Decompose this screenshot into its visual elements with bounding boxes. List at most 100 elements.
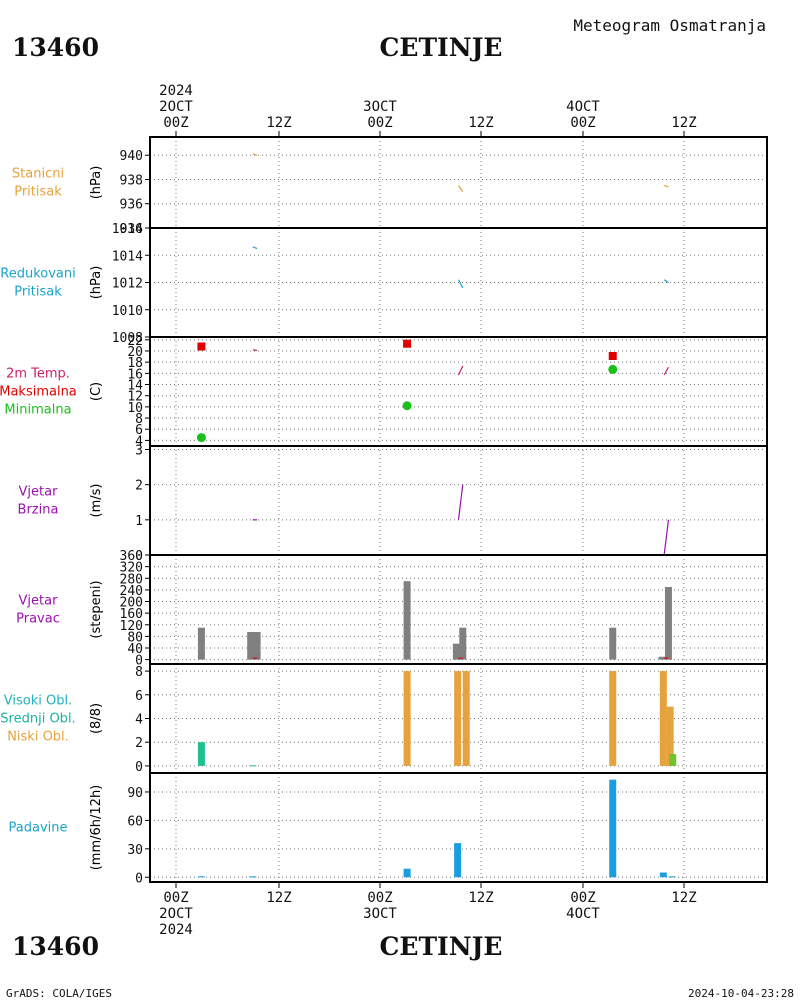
panel-label: Pravac — [16, 612, 60, 627]
time-tick-label-bottom: 00Z — [163, 890, 188, 906]
data-bar — [462, 671, 470, 766]
panel-label: Visoki Obl. — [4, 694, 72, 709]
panel-label: Niski Obl. — [7, 730, 69, 745]
time-tick-label-top: 00Z — [570, 115, 595, 131]
series-line — [664, 184, 669, 188]
y-tick-label: 280 — [120, 572, 143, 587]
y-tick-label: 0 — [135, 654, 143, 669]
y-tick-label: 1 — [135, 514, 143, 529]
max-temp-marker — [197, 342, 206, 351]
panel-label: Vjetar — [19, 594, 59, 609]
data-bar — [454, 843, 462, 878]
data-bar — [609, 671, 617, 766]
y-tick-label: 1010 — [112, 304, 143, 319]
series-line — [457, 279, 464, 289]
data-bar — [197, 742, 205, 766]
time-tick-label-bottom: 4OCT — [566, 906, 600, 922]
data-bar — [197, 876, 205, 878]
time-tick-label-bottom: 2024 — [159, 922, 193, 938]
time-tick-label-top: 00Z — [367, 115, 392, 131]
panel-label: Stanicni — [12, 167, 64, 182]
data-bar — [403, 868, 411, 878]
y-tick-label: 6 — [135, 423, 143, 438]
footer-timestamp: 2024-10-04-23:28 — [688, 987, 794, 1000]
y-tick-label: 2 — [135, 479, 143, 494]
station-id-bottom: 13460 — [12, 932, 99, 961]
y-tick-label: 1014 — [112, 249, 143, 264]
y-tick-label: 938 — [120, 173, 143, 188]
y-tick-label: 30 — [127, 843, 143, 858]
min-temp-marker — [196, 433, 206, 443]
y-tick-label: 6 — [135, 689, 143, 704]
y-tick-label: 8 — [135, 412, 143, 427]
panel-label: 2m Temp. — [6, 367, 70, 382]
panel-label: Brzina — [18, 503, 59, 518]
chart-subtitle: Meteogram Osmatranja — [573, 16, 766, 35]
data-bar — [459, 627, 467, 660]
y-tick-label: 18 — [127, 356, 143, 371]
series-line — [252, 349, 258, 352]
panel-label: Padavine — [9, 821, 68, 836]
series-line — [663, 279, 669, 284]
data-bar — [669, 754, 677, 766]
time-tick-label-bottom: 00Z — [570, 890, 595, 906]
footer-credit: GrADS: COLA/IGES — [6, 987, 112, 1000]
y-tick-label: 360 — [120, 549, 143, 564]
panel-label: Minimalna — [4, 403, 71, 418]
data-bar — [668, 876, 676, 878]
y-tick-label: 160 — [120, 607, 143, 622]
y-axis-label: (hPa) — [89, 266, 104, 300]
series-line — [457, 484, 464, 520]
time-tick-label-top: 4OCT — [566, 99, 600, 115]
y-tick-label: 1008 — [112, 331, 143, 346]
min-temp-marker — [402, 401, 412, 411]
y-tick-label: 60 — [127, 814, 143, 829]
series-line — [663, 519, 670, 556]
y-axis-label: (8/8) — [89, 703, 104, 734]
time-tick-label-top: 2024 — [159, 83, 193, 99]
data-bar — [452, 643, 460, 660]
y-tick-label: 200 — [120, 596, 143, 611]
y-tick-label: 16 — [127, 367, 143, 382]
series-line — [458, 185, 464, 192]
time-tick-label-bottom: 3OCT — [363, 906, 397, 922]
y-tick-label: 8 — [135, 665, 143, 680]
time-tick-label-bottom: 00Z — [367, 890, 392, 906]
data-bar — [609, 627, 617, 660]
y-tick-label: 0 — [135, 549, 143, 564]
y-tick-label: 40 — [127, 642, 143, 657]
panel-label: Srednji Obl. — [0, 712, 75, 727]
y-tick-label: 934 — [120, 222, 144, 237]
panel-label: Vjetar — [19, 485, 59, 500]
station-id-top: 13460 — [12, 33, 99, 62]
panel-frame — [149, 445, 768, 556]
y-tick-label: 320 — [120, 561, 143, 576]
series-line — [663, 366, 669, 376]
y-tick-label: 120 — [120, 619, 143, 634]
data-bar — [403, 581, 411, 660]
panel-label: Redukovani — [0, 267, 75, 282]
y-tick-label: 1016 — [112, 222, 143, 237]
y-tick-label: 936 — [120, 198, 143, 213]
series-line — [252, 153, 258, 156]
y-tick-label: 12 — [127, 390, 143, 405]
max-temp-marker — [608, 352, 617, 361]
data-bar — [659, 872, 667, 878]
y-axis-label: (m/s) — [89, 484, 104, 518]
time-tick-label-top: 00Z — [163, 115, 188, 131]
data-bar — [249, 876, 257, 878]
station-name-bottom: CETINJE — [380, 932, 503, 961]
y-tick-label: 4 — [135, 434, 143, 449]
panel-frame — [149, 136, 768, 229]
y-axis-label: (stepeni) — [89, 580, 104, 638]
time-tick-label-top: 2OCT — [159, 99, 193, 115]
time-tick-label-bottom: 2OCT — [159, 906, 193, 922]
y-tick-label: 0 — [135, 871, 143, 886]
y-tick-label: 240 — [120, 584, 143, 599]
data-bar — [247, 632, 255, 660]
time-tick-label-top: 12Z — [671, 115, 696, 131]
series-line — [252, 246, 258, 250]
station-name-top: CETINJE — [380, 33, 503, 62]
